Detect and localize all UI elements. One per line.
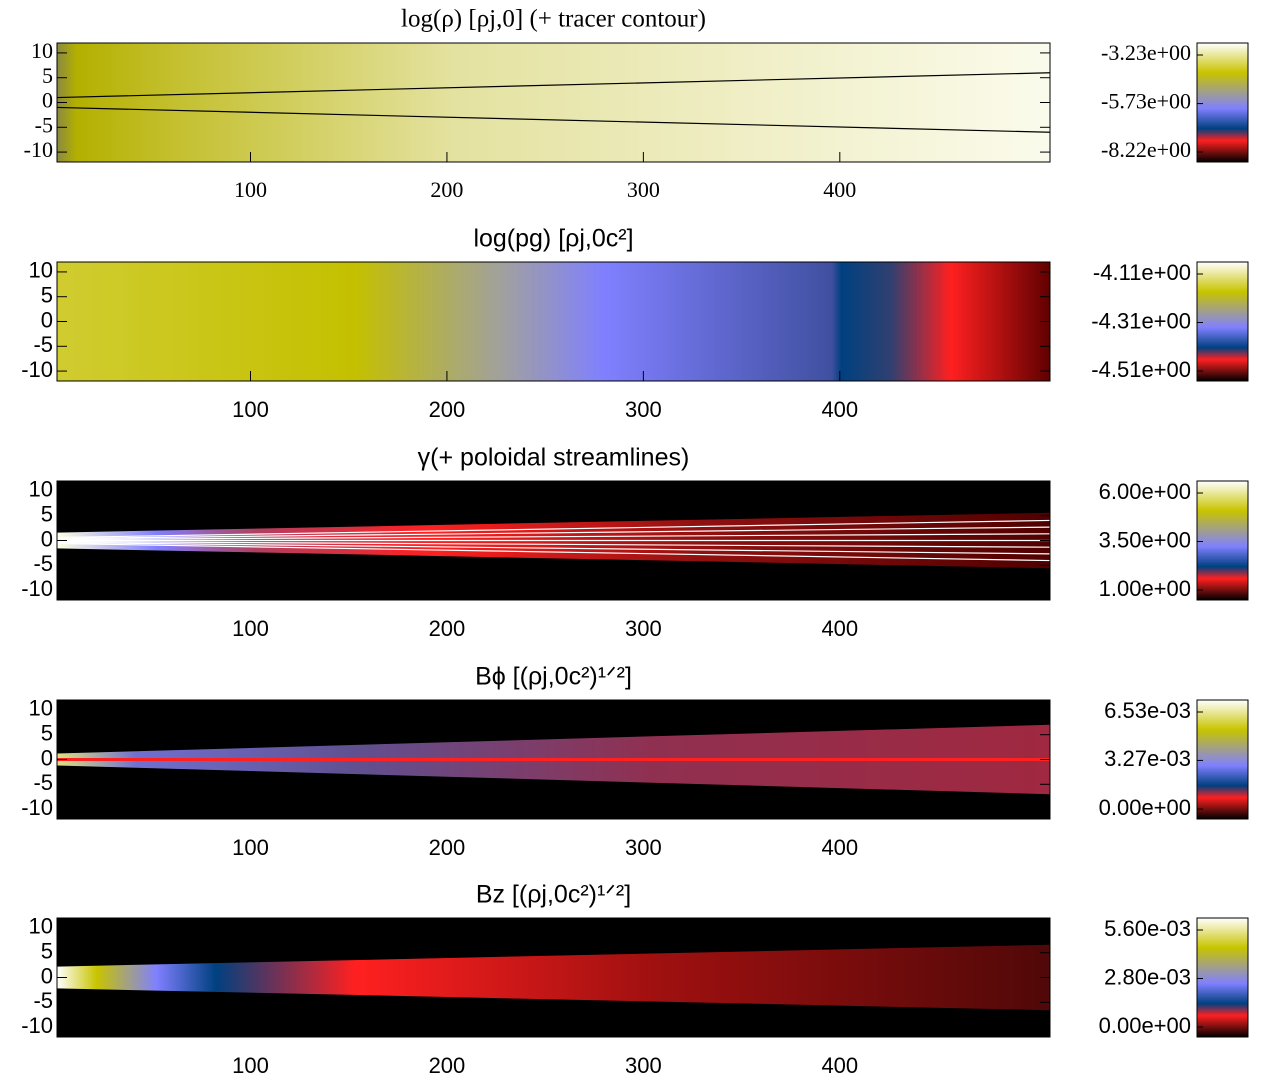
x-tick-label: 400 <box>821 397 858 422</box>
tracer-contour <box>56 72 1051 99</box>
y-tick-label: 5 <box>41 721 53 746</box>
colorbar <box>1196 261 1249 382</box>
x-tick-label: 300 <box>625 1053 662 1078</box>
colorbar <box>1196 917 1249 1038</box>
colorbar-tick-label: -4.31e+00 <box>1091 308 1191 333</box>
y-tick-label: -5 <box>35 112 53 137</box>
y-tick-label: 0 <box>41 526 53 551</box>
y-tick-label: 0 <box>41 745 53 770</box>
heatmap <box>57 944 1050 1011</box>
streamline <box>56 540 1051 548</box>
tracer-contour <box>56 106 1051 133</box>
x-tick-label: 400 <box>823 177 856 202</box>
y-tick-label: -5 <box>33 988 53 1013</box>
x-tick-label: 200 <box>429 397 466 422</box>
heatmap <box>57 43 1050 162</box>
y-tick-label: 5 <box>41 939 53 964</box>
x-tick-label: 300 <box>627 177 660 202</box>
x-tick-label: 200 <box>429 1053 466 1078</box>
panel-title: Bz [(ρj,0c²)¹ᐟ²] <box>476 881 631 909</box>
colorbar <box>1196 480 1249 601</box>
x-tick-label: 200 <box>430 177 463 202</box>
y-tick-label: 0 <box>41 963 53 988</box>
colorbar-tick-label: -8.22e+00 <box>1101 137 1191 162</box>
y-tick-label: 0 <box>42 88 53 113</box>
colorbar-tick-label: 0.00e+00 <box>1099 1013 1191 1038</box>
colorbar-tick-label: 1.00e+00 <box>1099 576 1191 601</box>
y-tick-label: -5 <box>33 551 53 576</box>
x-tick-label: 300 <box>625 397 662 422</box>
x-tick-label: 100 <box>232 397 269 422</box>
colorbar-tick-label: 6.00e+00 <box>1099 479 1191 504</box>
y-tick-label: -10 <box>21 1013 53 1038</box>
x-tick-label: 200 <box>429 835 466 860</box>
x-tick-label: 400 <box>821 835 858 860</box>
y-tick-label: -10 <box>21 795 53 820</box>
y-tick-label: 0 <box>41 307 53 332</box>
heatmap <box>57 262 1050 381</box>
panel-title: γ(+ poloidal streamlines) <box>418 444 690 472</box>
x-tick-label: 400 <box>821 616 858 641</box>
y-tick-label: 5 <box>41 283 53 308</box>
y-tick-label: 10 <box>29 696 53 721</box>
x-tick-label: 100 <box>232 616 269 641</box>
colorbar-tick-label: -3.23e+00 <box>1101 40 1191 65</box>
x-tick-label: 100 <box>234 177 267 202</box>
colorbar-tick-label: -4.51e+00 <box>1091 357 1191 382</box>
y-tick-label: -10 <box>21 357 53 382</box>
panel-title: Bϕ [(ρj,0c²)¹ᐟ²] <box>475 663 632 691</box>
x-tick-label: 100 <box>232 1053 269 1078</box>
x-tick-label: 100 <box>232 835 269 860</box>
y-tick-label: 5 <box>42 63 53 88</box>
x-tick-label: 400 <box>821 1053 858 1078</box>
streamline <box>56 519 1051 539</box>
y-tick-label: 10 <box>31 38 53 63</box>
streamline <box>56 541 1051 555</box>
colorbar <box>1196 42 1249 163</box>
colorbar-tick-label: -4.11e+00 <box>1093 260 1191 285</box>
y-tick-label: 5 <box>41 502 53 527</box>
y-tick-label: -10 <box>24 137 53 162</box>
y-tick-label: 10 <box>29 477 53 502</box>
panel: log(ρ) [ρj,0] (+ tracer contour) 1050-5-1… <box>24 6 1249 202</box>
x-tick-label: 300 <box>625 616 662 641</box>
x-tick-label: 300 <box>625 835 662 860</box>
colorbar-tick-label: 6.53e-03 <box>1104 698 1191 723</box>
y-tick-label: -5 <box>33 770 53 795</box>
streamline <box>56 542 1051 562</box>
colorbar-tick-label: 3.27e-03 <box>1104 746 1191 771</box>
panel-title: log(ρ) [ρj,0] (+ tracer contour) <box>401 6 706 33</box>
colorbar-tick-label: 3.50e+00 <box>1099 527 1191 552</box>
colorbar-tick-label: 2.80e-03 <box>1104 964 1191 989</box>
colorbar-tick-label: 5.60e-03 <box>1104 916 1191 941</box>
streamline <box>56 533 1051 541</box>
x-tick-label: 200 <box>429 616 466 641</box>
panel-title: log(pg) [ρj,0c²] <box>473 225 633 253</box>
colorbar-tick-label: -5.73e+00 <box>1101 89 1191 114</box>
streamline <box>56 526 1051 540</box>
colorbar-tick-label: 0.00e+00 <box>1099 795 1191 820</box>
y-tick-label: -10 <box>21 576 53 601</box>
y-tick-label: 10 <box>29 258 53 283</box>
y-tick-label: -5 <box>33 332 53 357</box>
y-tick-label: 10 <box>29 914 53 939</box>
colorbar <box>1196 699 1249 820</box>
